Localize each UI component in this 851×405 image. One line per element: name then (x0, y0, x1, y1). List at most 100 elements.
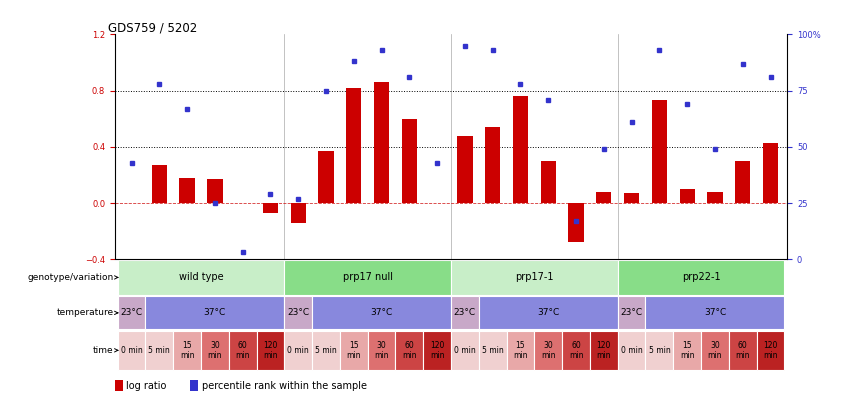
Text: 120
min: 120 min (263, 341, 277, 360)
Text: 120
min: 120 min (763, 341, 778, 360)
Bar (563, 331, 590, 370)
Bar (340, 331, 368, 370)
Bar (284, 331, 312, 370)
Text: 37°C: 37°C (537, 308, 559, 318)
Text: 30
min: 30 min (541, 341, 556, 360)
Text: 15
min: 15 min (513, 341, 528, 360)
Bar (590, 331, 618, 370)
Text: prp17-1: prp17-1 (515, 273, 554, 282)
Bar (646, 296, 785, 329)
Bar (117, 260, 284, 295)
Text: 30
min: 30 min (374, 341, 389, 360)
Text: temperature: temperature (56, 308, 113, 318)
Bar (368, 331, 396, 370)
Text: 5 min: 5 min (648, 346, 671, 355)
Text: 5 min: 5 min (148, 346, 170, 355)
Bar (568, 203, 584, 242)
Bar (728, 331, 757, 370)
Text: 37°C: 37°C (203, 308, 226, 318)
Text: 37°C: 37°C (704, 308, 726, 318)
Text: 30
min: 30 min (708, 341, 722, 360)
Bar (762, 143, 778, 203)
Bar (180, 178, 195, 203)
Bar (312, 331, 340, 370)
Bar (229, 331, 256, 370)
Bar (646, 331, 673, 370)
Bar (201, 331, 229, 370)
Bar (146, 296, 284, 329)
Bar (451, 296, 479, 329)
Bar (479, 296, 618, 329)
Bar (707, 192, 722, 203)
Bar (701, 331, 728, 370)
Text: 15
min: 15 min (346, 341, 361, 360)
Text: 0 min: 0 min (454, 346, 476, 355)
Bar (485, 127, 500, 203)
Text: wild type: wild type (179, 273, 223, 282)
Bar (146, 331, 174, 370)
Text: GDS759 / 5202: GDS759 / 5202 (108, 21, 197, 34)
Bar (374, 82, 389, 203)
Bar (479, 331, 506, 370)
Text: 0 min: 0 min (288, 346, 309, 355)
Text: 60
min: 60 min (735, 341, 750, 360)
Text: 60
min: 60 min (568, 341, 583, 360)
Bar (423, 331, 451, 370)
Bar (284, 260, 451, 295)
Text: prp17 null: prp17 null (343, 273, 392, 282)
Bar (618, 260, 785, 295)
Text: 5 min: 5 min (482, 346, 504, 355)
Bar (117, 296, 146, 329)
Bar (174, 331, 201, 370)
Bar (115, 380, 123, 391)
Text: time: time (93, 346, 113, 355)
Bar (290, 203, 306, 223)
Bar (312, 296, 451, 329)
Bar (618, 296, 646, 329)
Bar (513, 96, 528, 203)
Bar (151, 165, 167, 203)
Text: 23°C: 23°C (121, 308, 143, 318)
Bar (506, 331, 534, 370)
Text: 15
min: 15 min (180, 341, 194, 360)
Bar (680, 189, 694, 203)
Text: 23°C: 23°C (287, 308, 309, 318)
Bar (673, 331, 701, 370)
Text: 60
min: 60 min (403, 341, 417, 360)
Bar (396, 331, 423, 370)
Text: 15
min: 15 min (680, 341, 694, 360)
Text: 120
min: 120 min (597, 341, 611, 360)
Text: 23°C: 23°C (454, 308, 476, 318)
Text: 0 min: 0 min (121, 346, 142, 355)
Bar (451, 331, 479, 370)
Text: 30
min: 30 min (208, 341, 222, 360)
Bar (735, 161, 751, 203)
Bar (597, 192, 612, 203)
Text: log ratio: log ratio (126, 381, 167, 391)
Bar (346, 88, 362, 203)
Bar (284, 296, 312, 329)
Bar (534, 331, 563, 370)
Bar (190, 380, 198, 391)
Bar (263, 203, 278, 213)
Text: genotype/variation: genotype/variation (27, 273, 113, 282)
Text: 37°C: 37°C (370, 308, 392, 318)
Bar (652, 100, 667, 203)
Bar (402, 119, 417, 203)
Text: 23°C: 23°C (620, 308, 643, 318)
Bar (256, 331, 284, 370)
Bar (451, 260, 618, 295)
Text: 120
min: 120 min (430, 341, 444, 360)
Bar (540, 161, 556, 203)
Text: 60
min: 60 min (236, 341, 250, 360)
Bar (318, 151, 334, 203)
Text: 0 min: 0 min (620, 346, 643, 355)
Bar (208, 179, 222, 203)
Bar (624, 193, 639, 203)
Bar (457, 136, 472, 203)
Bar (117, 331, 146, 370)
Bar (757, 331, 785, 370)
Text: prp22-1: prp22-1 (682, 273, 720, 282)
Text: percentile rank within the sample: percentile rank within the sample (202, 381, 367, 391)
Text: 5 min: 5 min (315, 346, 337, 355)
